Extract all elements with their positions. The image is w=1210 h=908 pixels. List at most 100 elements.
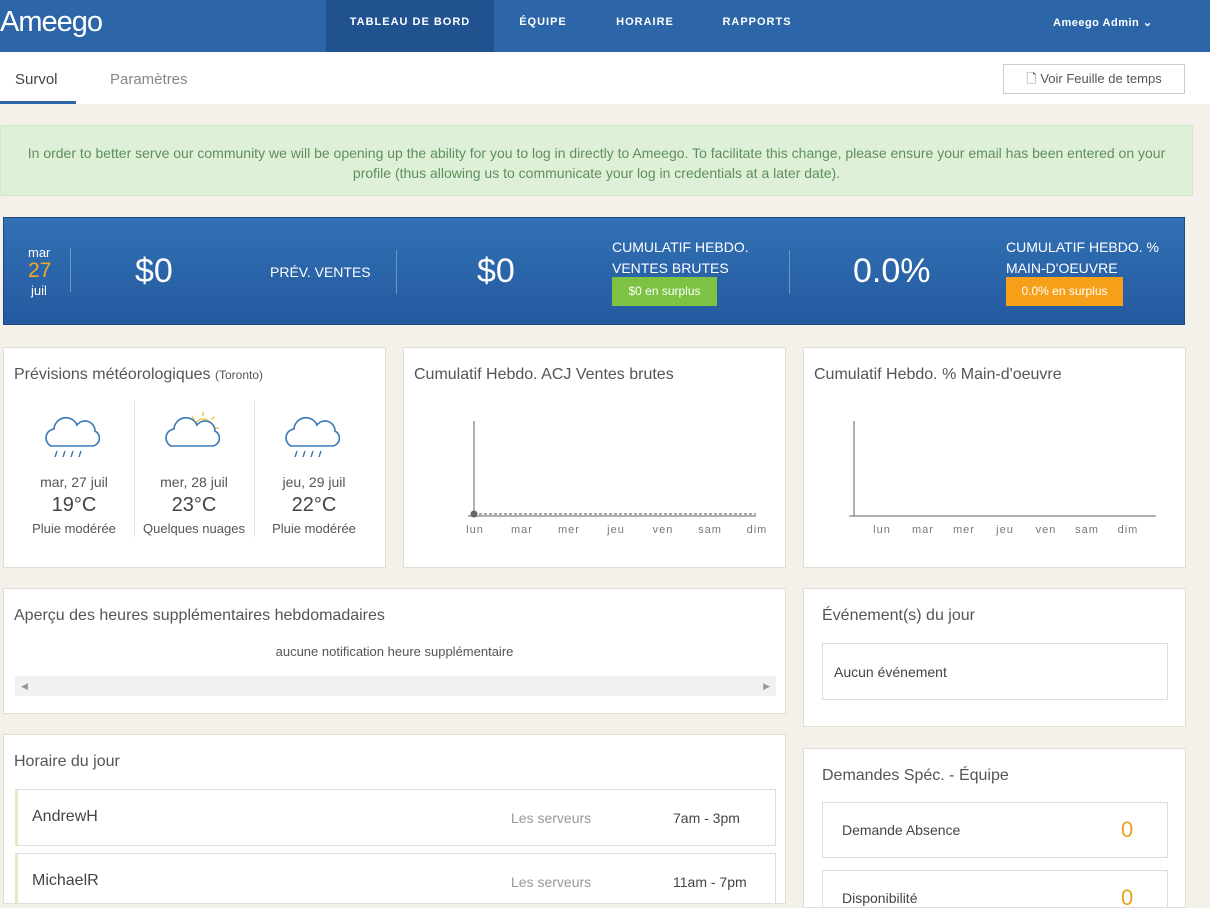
divider xyxy=(70,248,71,292)
gross-label: CUMULATIF HEBDO. VENTES BRUTES xyxy=(612,239,749,276)
labor-value: 0.0% xyxy=(853,252,931,290)
active-nav xyxy=(326,0,494,52)
x-tick-label: ven xyxy=(1036,524,1057,536)
events-card: Événement(s) du jour Aucun événement xyxy=(803,588,1186,727)
employee-name: MichaelR xyxy=(32,872,99,889)
x-tick-label: sam xyxy=(1075,524,1099,536)
card-title: Événement(s) du jour xyxy=(822,607,975,624)
x-tick-label: dim xyxy=(747,524,768,536)
schedule-row: MichaelR Les serveurs 11am - 7pm xyxy=(15,853,776,903)
forecast-desc: Quelques nuages xyxy=(143,521,245,536)
tab[interactable]: Paramètres xyxy=(110,71,188,88)
divider xyxy=(396,250,397,294)
title-text: Prévisions météorologiques xyxy=(14,366,211,383)
divider xyxy=(254,401,255,537)
x-tick-label: mar xyxy=(511,524,533,536)
schedule-row: AndrewH Les serveurs 7am - 3pm xyxy=(15,789,776,846)
user-menu[interactable]: Ameego Admin ⌄ xyxy=(1053,17,1153,29)
cloud xyxy=(165,416,221,447)
logo[interactable]: Ameego xyxy=(0,6,103,38)
x-tick-label: sam xyxy=(698,524,722,536)
x-tick-label: jeu xyxy=(606,524,625,536)
summary-day: 27 xyxy=(28,259,52,282)
labor-label: CUMULATIF HEBDO. % MAIN-D'OEUVRE xyxy=(1006,239,1159,276)
rain xyxy=(78,450,82,458)
city: (Toronto) xyxy=(215,368,264,382)
tab[interactable]: Survol xyxy=(15,71,58,88)
card-title: Demandes Spéc. - Équipe xyxy=(822,767,1009,784)
divider xyxy=(789,250,790,294)
empty-message: aucune notification heure supplémentaire xyxy=(275,644,514,659)
sun-ray xyxy=(191,416,196,421)
cloud xyxy=(285,416,341,447)
forecast-desc: Pluie modérée xyxy=(272,521,356,536)
weather-card: Prévisions météorologiques (Toronto) mar… xyxy=(3,347,386,568)
rain xyxy=(310,450,314,458)
weather-icon xyxy=(165,412,221,447)
chart: lun mar mer jeu ven sam dim xyxy=(466,421,768,536)
forecast-date: mer, 28 juil xyxy=(160,474,228,490)
point xyxy=(470,510,478,518)
request-label: Disponibilité xyxy=(842,890,918,906)
overtime-card: Aperçu des heures supplémentaires hebdom… xyxy=(3,588,786,714)
employee-role: Les serveurs xyxy=(511,874,592,890)
request-row[interactable]: Disponibilité 0 xyxy=(822,870,1168,908)
user-name[interactable]: Ameego Admin xyxy=(1053,17,1140,29)
gross-value: $0 xyxy=(477,252,515,290)
sales-label: PRÉV. VENTES xyxy=(270,264,371,280)
schedule-card: Horaire du jour AndrewH Les serveurs 7am -… xyxy=(3,734,786,904)
employee-role: Les serveurs xyxy=(511,810,592,826)
chart: lun mar mer jeu ven sam dim xyxy=(849,421,1156,536)
nav-item[interactable]: RAPPORTS xyxy=(722,16,792,28)
sales-chart-card: Cumulatif Hebdo. ACJ Ventes brutes lun ma… xyxy=(403,347,786,568)
rain xyxy=(318,450,322,458)
x-tick-label: mar xyxy=(912,524,934,536)
nav-item[interactable]: TABLEAU DE BORD xyxy=(349,16,471,28)
notice: In order to better serve our community w… xyxy=(0,125,1193,196)
card-title: Cumulatif Hebdo. ACJ Ventes brutes xyxy=(414,366,674,383)
nav-item[interactable]: ÉQUIPE xyxy=(519,16,567,28)
forecast-desc: Pluie modérée xyxy=(32,521,116,536)
x-tick-label: mer xyxy=(558,524,580,536)
forecast-date: jeu, 29 juil xyxy=(282,474,346,490)
gross-badge: $0 en surplus xyxy=(612,277,717,306)
timesheet-button[interactable]: 🗋 Voir Feuille de temps xyxy=(1003,64,1185,94)
forecast-temp: 22°C xyxy=(291,494,337,516)
rain xyxy=(302,450,306,458)
request-row[interactable]: Demande Absence 0 xyxy=(822,802,1168,858)
button-label[interactable]: Voir Feuille de temps xyxy=(1040,71,1162,86)
request-count: 0 xyxy=(1121,817,1134,842)
rain xyxy=(62,450,66,458)
shift-time: 7am - 3pm xyxy=(673,810,740,826)
forecast-temp: 23°C xyxy=(171,494,217,516)
weather-icon xyxy=(45,416,101,458)
nav-item[interactable]: HORAIRE xyxy=(616,16,674,28)
forecast-temp: 19°C xyxy=(51,494,97,516)
summary-weekday: mar xyxy=(28,245,51,260)
card-title: Cumulatif Hebdo. % Main-d'oeuvre xyxy=(814,366,1062,383)
requests-card: Demandes Spéc. - Équipe Demande Absence 0… xyxy=(803,748,1186,908)
summary-month: juil xyxy=(31,283,47,298)
request-count: 0 xyxy=(1121,885,1134,908)
sales-value: $0 xyxy=(135,252,173,290)
divider xyxy=(134,401,135,537)
shift-time: 11am - 7pm xyxy=(673,874,747,890)
card-title: Aperçu des heures supplémentaires hebdom… xyxy=(14,607,385,624)
card-title: Prévisions météorologiques (Toronto) xyxy=(14,366,263,384)
employee-name: AndrewH xyxy=(32,808,98,825)
event-box: Aucun événement xyxy=(822,643,1168,700)
forecast-date: mar, 27 juil xyxy=(40,474,108,490)
summary-banner xyxy=(3,217,1185,325)
rain xyxy=(54,450,58,458)
x-tick-label: ven xyxy=(653,524,674,536)
sun-ray xyxy=(210,416,215,421)
rain xyxy=(294,450,298,458)
tab-underline xyxy=(0,101,76,104)
x-tick-label: dim xyxy=(1118,524,1139,536)
labor-badge: 0.0% en surplus xyxy=(1006,277,1123,306)
rain xyxy=(70,450,74,458)
scrollbar[interactable]: ◀ ▶ xyxy=(15,676,776,696)
card-title: Horaire du jour xyxy=(14,753,120,770)
x-tick-label: lun xyxy=(873,524,891,536)
